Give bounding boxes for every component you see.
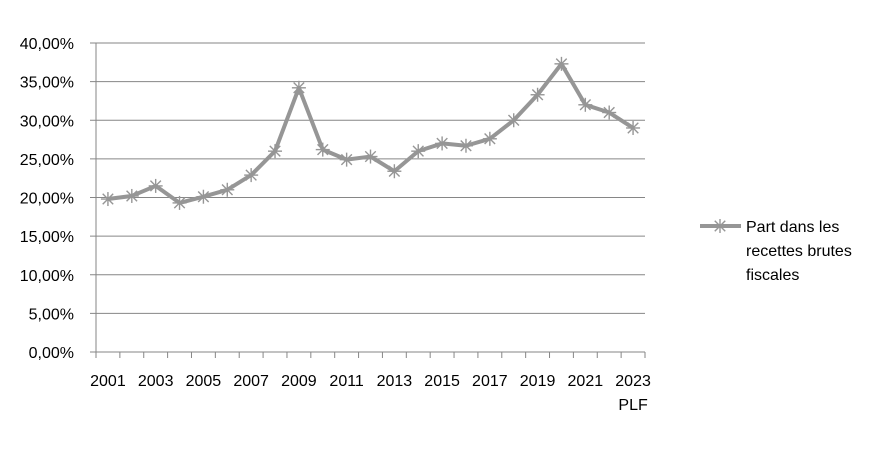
data-point — [554, 56, 569, 71]
data-point — [363, 149, 378, 164]
data-point — [411, 144, 426, 159]
data-point — [530, 87, 545, 102]
data-point — [291, 80, 306, 95]
legend-label-line-3: fiscales — [746, 267, 799, 284]
data-point — [100, 192, 115, 207]
x-tick-label: 2015 — [424, 373, 460, 390]
x-tick-labels: 2001 2003 2005 2007 2009 2011 2013 2015 2017 2019… — [90, 373, 651, 414]
x-tick-sublabel: PLF — [618, 397, 648, 414]
y-tick-label: 0,00% — [29, 345, 74, 362]
x-tick-label: 2003 — [138, 373, 174, 390]
data-point — [315, 142, 330, 157]
legend-label-line-1: Part dans les — [746, 219, 839, 236]
x-tick-label: 2005 — [186, 373, 222, 390]
y-tick-label: 40,00% — [20, 36, 74, 53]
data-point — [220, 182, 235, 197]
data-point — [482, 131, 497, 146]
data-point — [626, 120, 641, 135]
data-point — [124, 188, 139, 203]
x-tick-label: 2021 — [568, 373, 604, 390]
series-line — [107, 61, 635, 205]
y-tick-label: 35,00% — [20, 75, 74, 92]
data-point — [506, 113, 521, 128]
x-tick-label: 2017 — [472, 373, 508, 390]
data-point — [713, 219, 727, 233]
legend: Part dans les recettes brutes fiscales — [700, 219, 852, 284]
x-tick-label: 2011 — [329, 373, 364, 390]
data-point — [196, 189, 211, 204]
gridlines — [96, 42, 645, 314]
y-tick-label: 25,00% — [20, 152, 74, 169]
series — [100, 56, 641, 210]
y-tick-label: 20,00% — [20, 191, 74, 208]
data-point — [244, 168, 259, 183]
x-tick-label: 2009 — [281, 373, 317, 390]
data-point — [435, 136, 450, 151]
data-point — [458, 138, 473, 153]
axes — [90, 42, 646, 358]
y-tick-label: 15,00% — [20, 229, 74, 246]
y-tick-labels: 0,00% 5,00% 10,00% 15,00% 20,00% 25,00% 30,00%… — [20, 36, 74, 362]
data-point — [578, 97, 593, 112]
y-tick-label: 30,00% — [20, 113, 74, 130]
x-tick-label: 2007 — [233, 373, 269, 390]
y-tick-label: 5,00% — [29, 306, 74, 323]
x-tick-label: 2013 — [377, 373, 413, 390]
y-tick-label: 10,00% — [20, 268, 74, 285]
x-tick-label: 2023 — [615, 373, 651, 390]
x-tick-label: 2001 — [90, 373, 126, 390]
x-tick-label: 2019 — [520, 373, 556, 390]
legend-marker — [713, 219, 727, 233]
data-point — [387, 164, 402, 179]
data-point — [602, 105, 617, 120]
data-point — [339, 152, 354, 167]
data-point — [268, 144, 283, 159]
data-point — [148, 178, 163, 193]
legend-label-line-2: recettes brutes — [746, 243, 852, 260]
data-point — [172, 195, 187, 210]
